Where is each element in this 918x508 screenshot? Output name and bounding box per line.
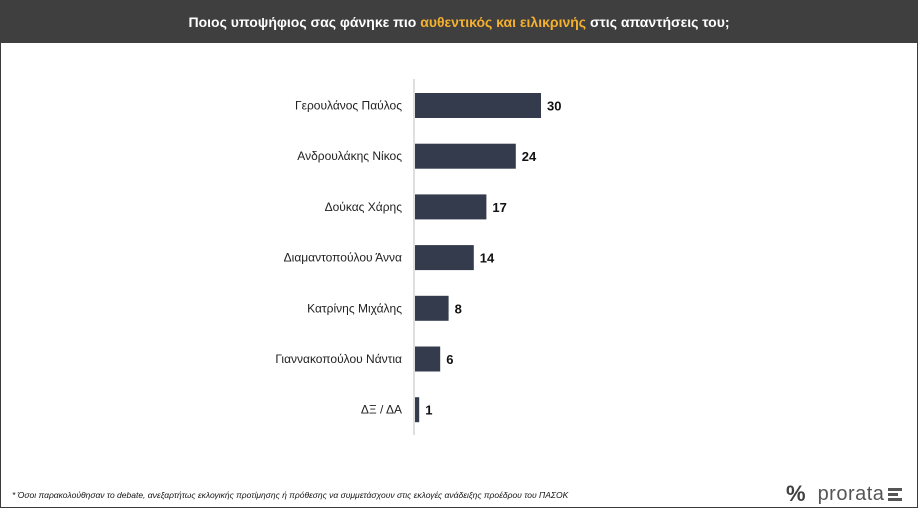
logo-wordmark: prorata <box>817 482 885 505</box>
title-text-post: στις απαντήσεις του; <box>586 13 730 30</box>
data-label: 6 <box>446 352 453 367</box>
prorata-logo: % prorata <box>786 481 914 506</box>
data-label: 8 <box>455 301 462 316</box>
logo-bars-icon <box>888 487 903 501</box>
data-label: 1 <box>425 403 432 418</box>
category-label: Κατρίνης Μιχάλης <box>307 301 402 315</box>
category-label: Δούκας Χάρης <box>325 200 403 214</box>
bar <box>415 295 449 321</box>
chart-header: Ποιος υποψήφιος σας φάνηκε πιο αυθεντικό… <box>0 0 918 43</box>
bar <box>415 346 441 372</box>
category-label: Γερουλάνος Παύλος <box>295 99 402 113</box>
category-label: Διαμαντοπούλου Άννα <box>284 251 402 265</box>
bar <box>415 245 474 271</box>
title-text-pre: Ποιος υποψήφιος σας φάνηκε πιο <box>188 13 421 30</box>
category-label: Ανδρουλάκης Νίκος <box>297 149 402 163</box>
percent-logo-icon: % <box>786 481 806 506</box>
bar <box>415 93 541 118</box>
bar-chart: Γερουλάνος Παύλος 30 Ανδρουλάκης Νίκος 24 Δο… <box>275 79 561 435</box>
category-label: ΔΞ / ΔΑ <box>361 403 402 417</box>
footnote: * Όσοι παρακολούθησαν το debate, ανεξαρτ… <box>12 490 569 500</box>
data-label: 30 <box>547 99 561 114</box>
data-label: 14 <box>480 251 495 266</box>
category-label: Γιαννακοπούλου Νάντια <box>275 352 402 366</box>
bar <box>415 397 420 423</box>
bar <box>415 143 516 169</box>
bar <box>415 194 487 220</box>
data-label: 17 <box>492 200 506 215</box>
title-text-highlight: αυθεντικός και ειλικρινής <box>420 13 587 30</box>
data-label: 24 <box>522 149 537 164</box>
